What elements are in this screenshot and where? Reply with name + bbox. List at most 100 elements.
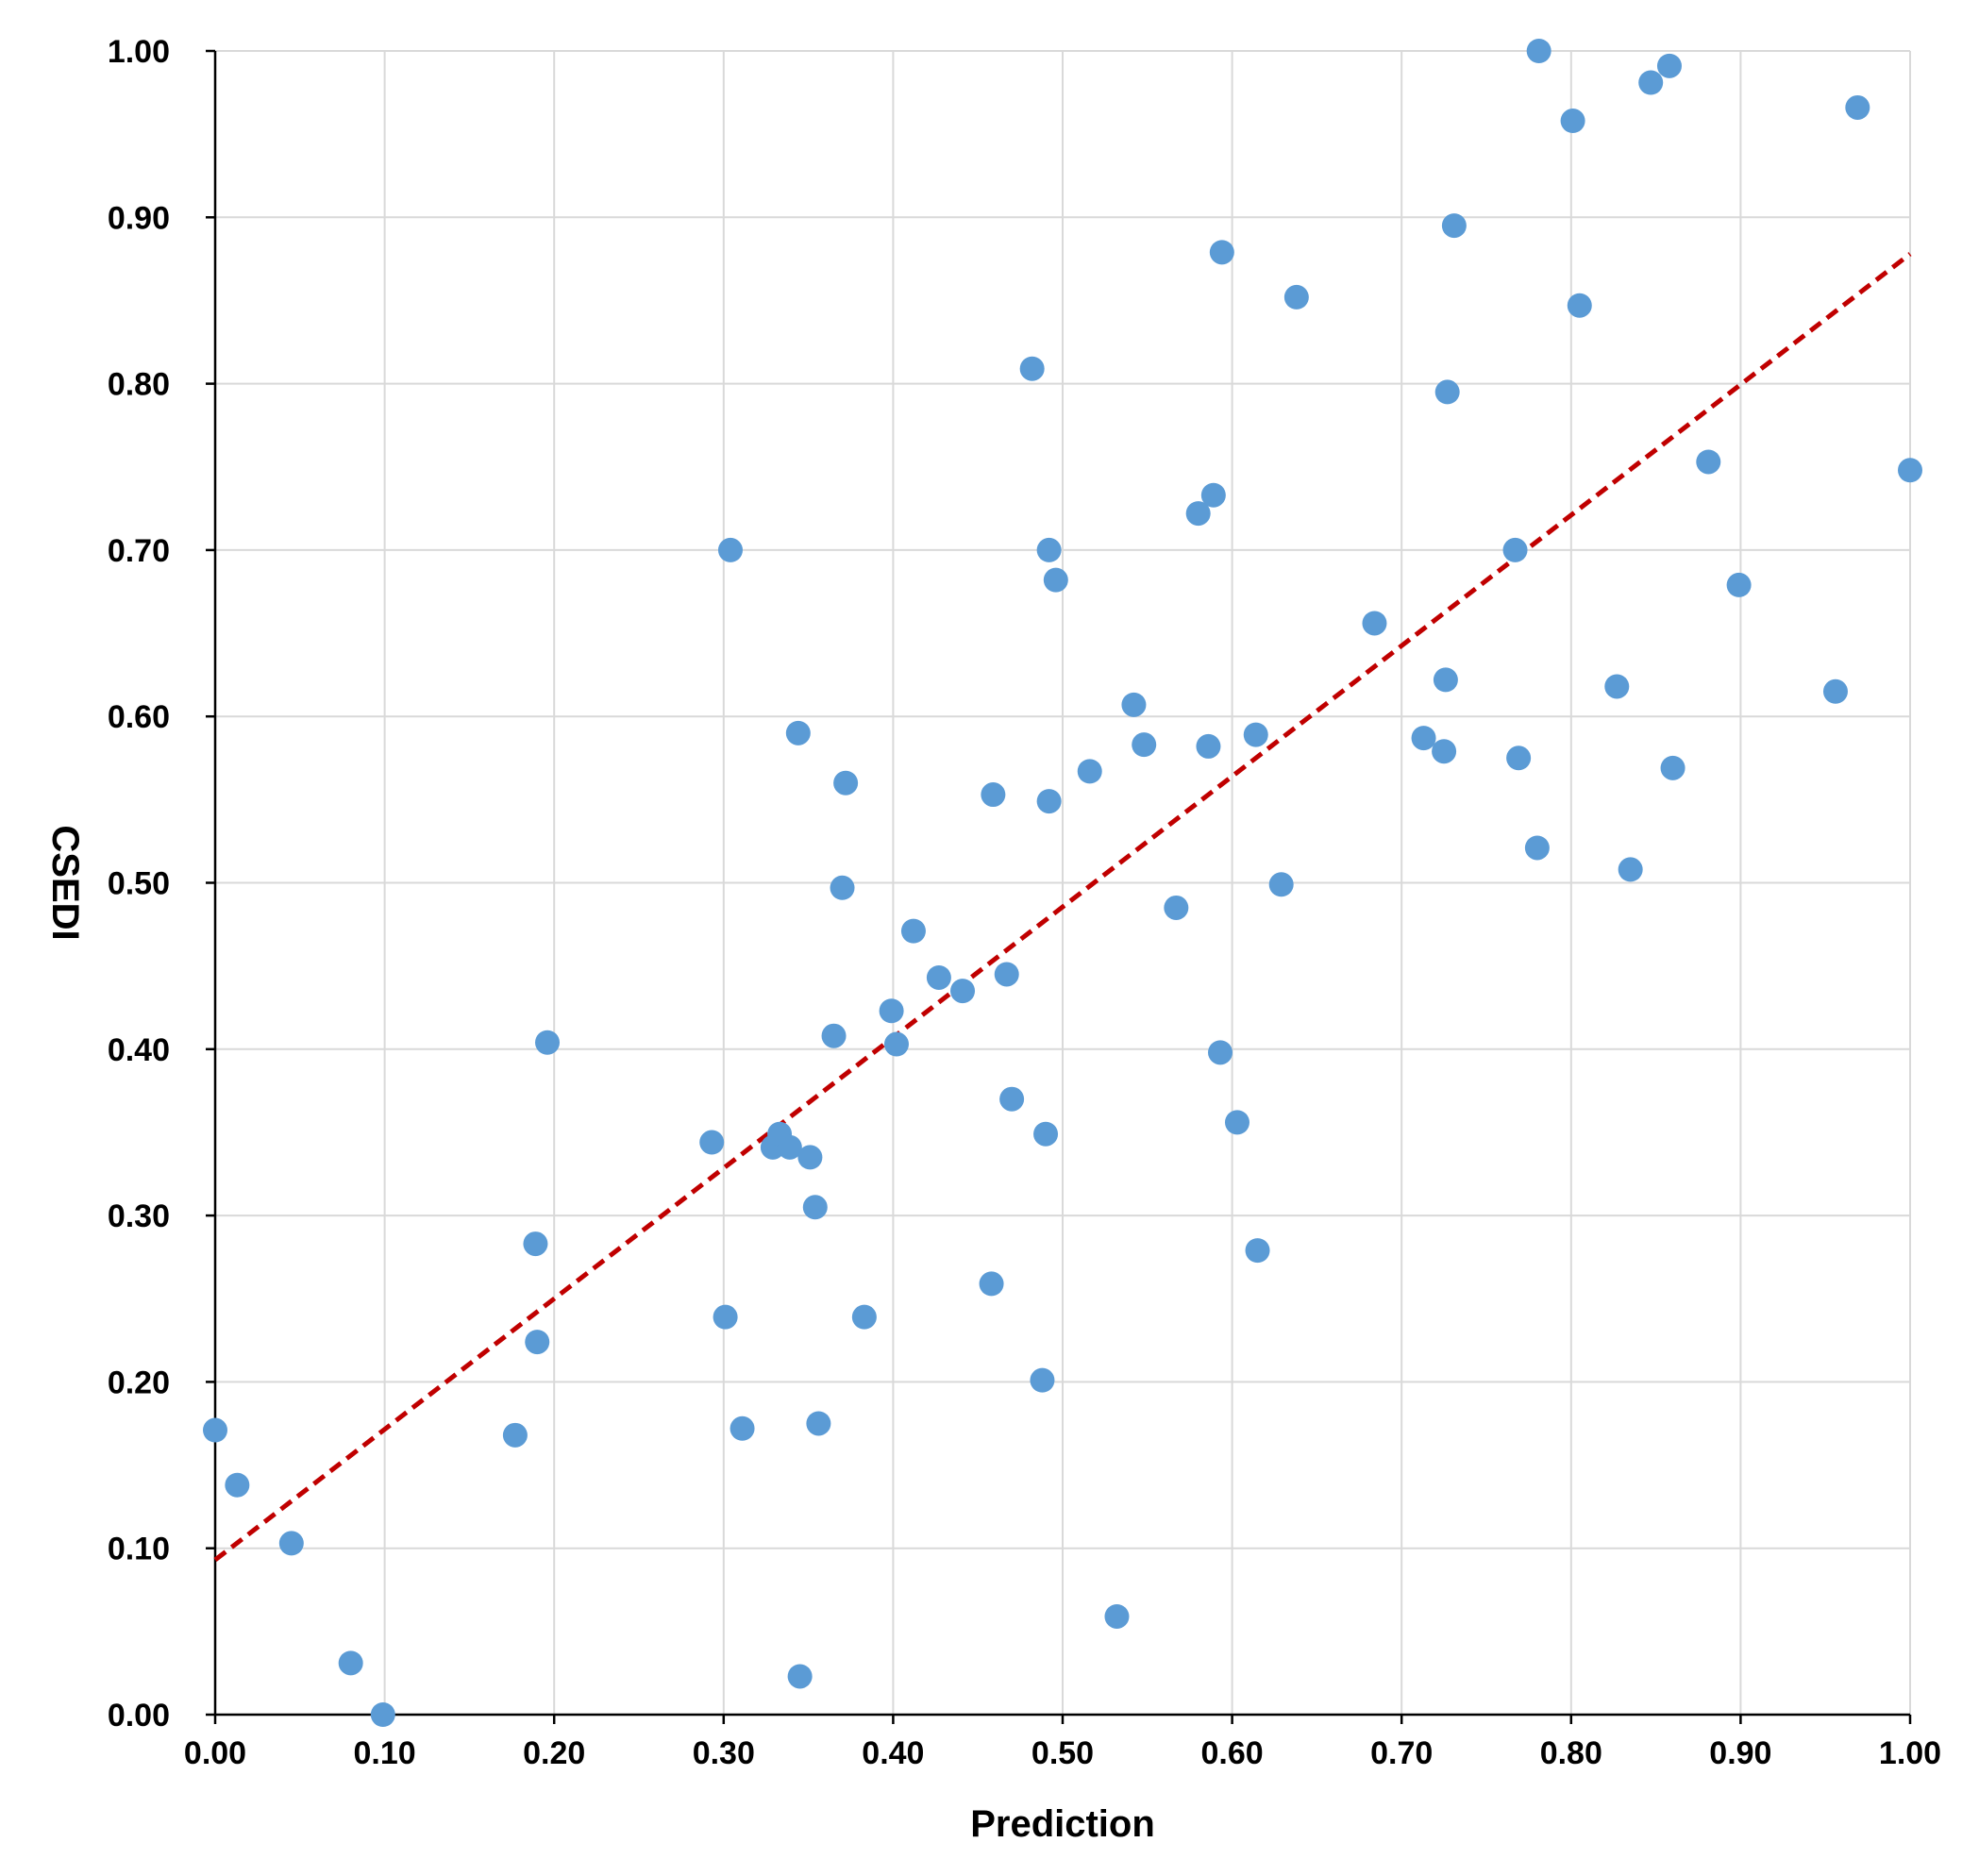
data-point <box>926 964 951 990</box>
y-tick-label: 0.90 <box>108 200 170 236</box>
data-point <box>1638 70 1664 95</box>
data-point <box>950 979 976 1004</box>
data-point <box>1030 1367 1055 1393</box>
x-tick-label: 1.00 <box>1879 1735 1941 1771</box>
data-point <box>1822 678 1848 704</box>
data-point <box>830 875 855 900</box>
data-point <box>523 1231 548 1257</box>
x-tick-label: 0.00 <box>184 1735 246 1771</box>
y-tick-label: 0.50 <box>108 866 170 902</box>
data-point <box>1618 857 1643 882</box>
trendline-layer <box>213 252 1912 1563</box>
data-points <box>203 39 1922 1727</box>
x-tick-label: 0.50 <box>1031 1735 1094 1771</box>
data-point <box>1209 240 1234 265</box>
data-point <box>777 1134 802 1160</box>
data-point <box>1036 537 1062 562</box>
data-point <box>1433 667 1458 693</box>
data-point <box>883 1031 909 1057</box>
y-tick-label: 0.10 <box>108 1532 170 1567</box>
data-point <box>535 1030 561 1055</box>
x-tick-label: 0.90 <box>1709 1735 1771 1771</box>
data-point <box>879 998 904 1024</box>
trendline <box>213 252 1912 1563</box>
data-point <box>802 1195 828 1220</box>
y-tick-label: 0.30 <box>108 1198 170 1234</box>
data-point <box>785 720 811 745</box>
data-point <box>999 1086 1025 1112</box>
data-point <box>225 1472 250 1498</box>
x-tick-label: 0.30 <box>693 1735 755 1771</box>
data-point <box>1208 1040 1233 1065</box>
x-tick-label: 0.80 <box>1540 1735 1602 1771</box>
gridlines <box>215 50 1911 1715</box>
data-point <box>1567 293 1592 318</box>
data-point <box>1043 567 1068 593</box>
data-point <box>730 1415 755 1441</box>
data-point <box>1441 213 1467 239</box>
axes <box>206 49 1912 1724</box>
data-point <box>338 1650 363 1676</box>
y-tick-label: 0.40 <box>108 1032 170 1068</box>
data-point <box>1104 1603 1130 1629</box>
data-point <box>1243 722 1268 747</box>
tick-labels: 0.00 0.10 0.20 0.30 0.40 0.50 0.60 0.70 0.80 0.90… <box>108 34 1941 1771</box>
data-point <box>525 1330 550 1355</box>
data-point <box>806 1411 831 1436</box>
data-point <box>1411 726 1436 751</box>
data-point <box>1845 94 1870 120</box>
data-point <box>1121 692 1147 717</box>
x-tick-label: 0.60 <box>1201 1735 1264 1771</box>
x-tick-label: 0.10 <box>354 1735 416 1771</box>
data-point <box>1019 356 1045 381</box>
data-point <box>1200 482 1226 508</box>
y-axis-title: CSEDI <box>44 825 86 940</box>
data-point <box>1656 53 1682 78</box>
data-point <box>203 1417 227 1443</box>
data-point <box>1502 537 1528 562</box>
data-point <box>1560 109 1585 134</box>
data-point <box>981 782 1006 808</box>
data-point <box>787 1664 813 1689</box>
data-point <box>1524 835 1550 861</box>
data-point <box>1506 745 1532 771</box>
x-axis-title: Prediction <box>970 1803 1155 1845</box>
data-point <box>821 1023 847 1048</box>
y-tick-label: 0.00 <box>108 1698 170 1734</box>
y-tick-label: 0.20 <box>108 1365 170 1400</box>
data-point <box>1362 611 1387 636</box>
data-point <box>699 1130 725 1155</box>
data-point <box>502 1422 528 1448</box>
x-tick-label: 0.40 <box>862 1735 924 1771</box>
data-point <box>1268 872 1294 897</box>
data-point <box>713 1304 738 1330</box>
data-point <box>1185 501 1211 527</box>
x-tick-label: 0.70 <box>1370 1735 1433 1771</box>
data-point <box>370 1702 395 1727</box>
data-point <box>979 1271 1004 1297</box>
data-point <box>851 1304 877 1330</box>
data-point <box>1196 733 1221 759</box>
data-point <box>717 537 743 562</box>
data-point <box>797 1145 823 1170</box>
data-point <box>278 1531 304 1556</box>
data-point <box>1224 1110 1249 1135</box>
y-tick-label: 1.00 <box>108 34 170 70</box>
y-tick-label: 0.60 <box>108 699 170 735</box>
data-point <box>1245 1238 1270 1264</box>
data-point <box>1036 789 1062 814</box>
y-tick-label: 0.80 <box>108 367 170 403</box>
data-point <box>1696 449 1721 475</box>
data-point <box>1077 759 1102 784</box>
x-tick-label: 0.20 <box>523 1735 585 1771</box>
data-point <box>994 962 1019 987</box>
data-point <box>1898 458 1922 483</box>
data-point <box>1033 1121 1059 1147</box>
data-point <box>1604 674 1630 699</box>
data-point <box>833 770 859 796</box>
data-point <box>1283 284 1309 310</box>
data-point <box>1434 379 1460 405</box>
data-point <box>1132 732 1157 758</box>
data-point <box>1660 755 1686 780</box>
